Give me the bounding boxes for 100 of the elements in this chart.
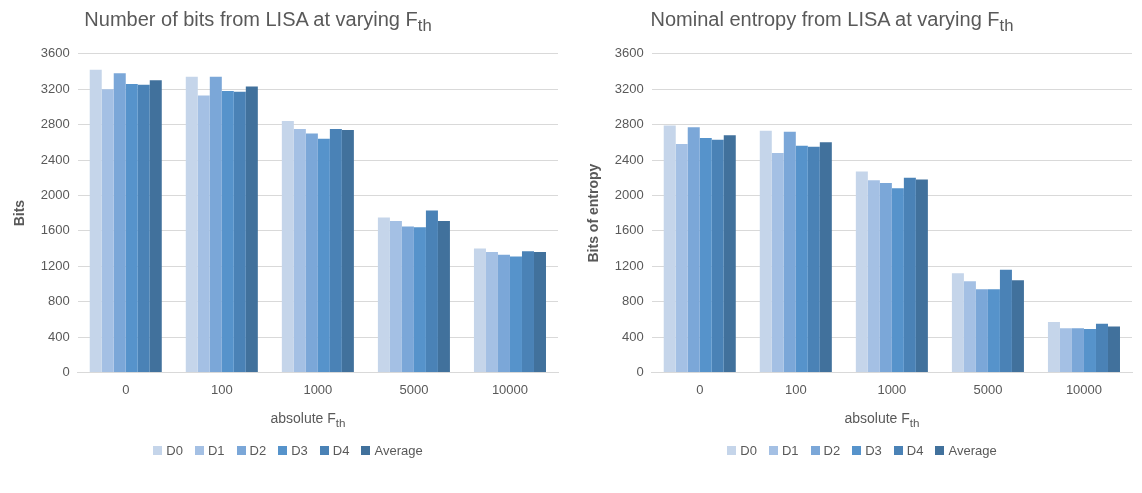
bar <box>891 188 904 372</box>
bar <box>329 129 342 372</box>
y-tick-label: 3600 <box>614 45 644 61</box>
legend-label: Average <box>947 442 997 458</box>
bar <box>317 138 330 372</box>
x-tick-label: 5000 <box>399 381 429 397</box>
bar <box>281 121 294 372</box>
y-tick-label: 3200 <box>40 80 70 96</box>
bar <box>723 135 736 372</box>
y-tick-label: 0 <box>62 363 70 379</box>
bar <box>783 131 796 372</box>
y-tick-label: 2000 <box>40 186 70 202</box>
y-tick-label: 1600 <box>40 222 70 238</box>
bar <box>1059 328 1072 372</box>
bar <box>533 252 546 372</box>
bar <box>1083 329 1096 372</box>
bar <box>137 84 150 372</box>
bar <box>711 139 724 372</box>
bar <box>915 179 928 372</box>
bar <box>185 76 198 372</box>
bar <box>975 289 988 372</box>
bar <box>101 89 114 372</box>
bar <box>305 133 318 372</box>
bar <box>89 69 102 372</box>
y-tick-label: 2400 <box>40 151 70 167</box>
bar <box>425 210 438 372</box>
legend-label: D1 <box>206 442 225 458</box>
x-tick-label: 5000 <box>973 381 1003 397</box>
y-tick-label: 1200 <box>40 257 70 273</box>
y-tick-label: 2800 <box>40 116 70 132</box>
x-tick-label: 0 <box>122 381 130 397</box>
x-tick-label: 1000 <box>303 381 333 397</box>
bar <box>341 129 354 372</box>
y-tick-label: 2000 <box>614 186 644 202</box>
x-tick-label: 100 <box>210 381 233 397</box>
x-tick-label: 10000 <box>1065 381 1103 397</box>
bar <box>759 130 772 372</box>
y-axis-title: Bits <box>11 199 28 227</box>
bar <box>497 254 510 372</box>
bar <box>209 76 222 372</box>
y-tick-label: 1200 <box>614 257 644 273</box>
y-tick-label: 2800 <box>614 116 644 132</box>
legend-label: D0 <box>165 442 183 458</box>
legend-label: D1 <box>780 442 799 458</box>
bar <box>521 251 534 372</box>
bar <box>987 289 1000 372</box>
bar <box>245 86 258 372</box>
bar <box>401 226 414 372</box>
bar <box>125 83 138 372</box>
bar <box>687 127 700 372</box>
x-axis-title: absolute F$_{th}$ <box>270 410 346 429</box>
y-axis-title: Bits of entropy <box>585 163 602 263</box>
bar <box>867 180 880 372</box>
bar <box>807 146 820 372</box>
y-tick-label: 400 <box>48 328 70 344</box>
bar <box>233 91 246 372</box>
chart-title: Nominal entropy from LISA at varying F$_{th}$ <box>650 8 1014 37</box>
bar <box>437 221 450 372</box>
x-tick-label: 1000 <box>877 381 907 397</box>
bar <box>1047 321 1060 372</box>
bar <box>389 221 402 372</box>
bar <box>113 73 126 372</box>
chart-title: Number of bits from LISA at varying F$_{th}$ <box>84 8 432 37</box>
x-tick-label: 10000 <box>491 381 529 397</box>
legend-label: D2 <box>248 442 267 458</box>
bar <box>699 137 712 372</box>
bar <box>999 269 1012 372</box>
bar <box>819 142 832 372</box>
bar <box>1107 326 1120 372</box>
bar <box>675 144 688 372</box>
bar <box>903 177 916 372</box>
bar <box>413 227 426 372</box>
bar <box>221 90 234 372</box>
legend-label: D4 <box>905 442 924 458</box>
y-tick-label: 800 <box>48 293 70 309</box>
y-tick-label: 0 <box>636 363 644 379</box>
bar <box>795 145 808 372</box>
bar <box>663 125 676 372</box>
bar <box>149 80 162 372</box>
y-tick-label: 3200 <box>614 80 644 96</box>
bar <box>1095 323 1108 372</box>
bar <box>293 129 306 372</box>
bar <box>951 273 964 372</box>
legend-label: D3 <box>864 442 882 458</box>
y-tick-label: 2400 <box>614 151 644 167</box>
bar <box>473 248 486 372</box>
y-tick-label: 400 <box>622 328 644 344</box>
y-tick-label: 800 <box>622 293 644 309</box>
bar <box>377 217 390 372</box>
bar <box>855 171 868 372</box>
x-axis-title: absolute F$_{th}$ <box>844 410 920 429</box>
legend-label: D3 <box>290 442 308 458</box>
y-tick-label: 1600 <box>614 222 644 238</box>
x-tick-label: 0 <box>696 381 704 397</box>
y-tick-label: 3600 <box>40 45 70 61</box>
bar <box>771 152 784 372</box>
bar <box>879 183 892 372</box>
legend-label: D4 <box>331 442 350 458</box>
bar <box>485 252 498 372</box>
legend-label: D0 <box>739 442 757 458</box>
